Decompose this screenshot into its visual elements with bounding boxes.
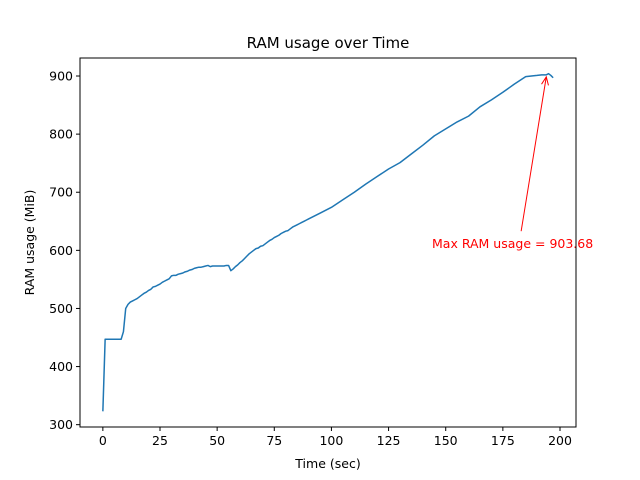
ram-usage-line [102, 72, 554, 412]
annotation-layer: Max RAM usage = 903.68 [432, 75, 593, 251]
x-tick-label: 150 [434, 433, 458, 448]
chart-title: RAM usage over Time [247, 34, 410, 52]
x-tick-label: 175 [491, 433, 515, 448]
x-axis-ticks: 0 25 50 75 100 125 150 175 200 [99, 427, 572, 448]
max-ram-annotation: Max RAM usage = 903.68 [432, 236, 593, 251]
y-tick-label: 300 [49, 417, 73, 432]
y-tick-label: 600 [49, 243, 73, 258]
plot-frame [79, 57, 577, 428]
x-tick-label: 100 [319, 433, 343, 448]
x-tick-label: 200 [548, 433, 572, 448]
y-tick-label: 700 [49, 185, 73, 200]
series-layer [102, 72, 554, 412]
annotation-arrowhead [541, 75, 549, 86]
x-axis-label: Time (sec) [294, 456, 360, 471]
y-axis-ticks: 300 400 500 600 700 800 900 [49, 69, 80, 432]
annotation-arrow [520, 76, 547, 232]
y-tick-label: 900 [49, 69, 73, 84]
y-tick-label: 500 [49, 301, 73, 316]
y-tick-label: 800 [49, 127, 73, 142]
x-tick-label: 75 [266, 433, 282, 448]
x-tick-label: 0 [99, 433, 107, 448]
x-tick-label: 25 [152, 433, 168, 448]
x-tick-label: 50 [209, 433, 225, 448]
y-axis-label: RAM usage (MiB) [22, 190, 37, 296]
y-tick-label: 400 [49, 359, 73, 374]
x-tick-label: 125 [377, 433, 401, 448]
